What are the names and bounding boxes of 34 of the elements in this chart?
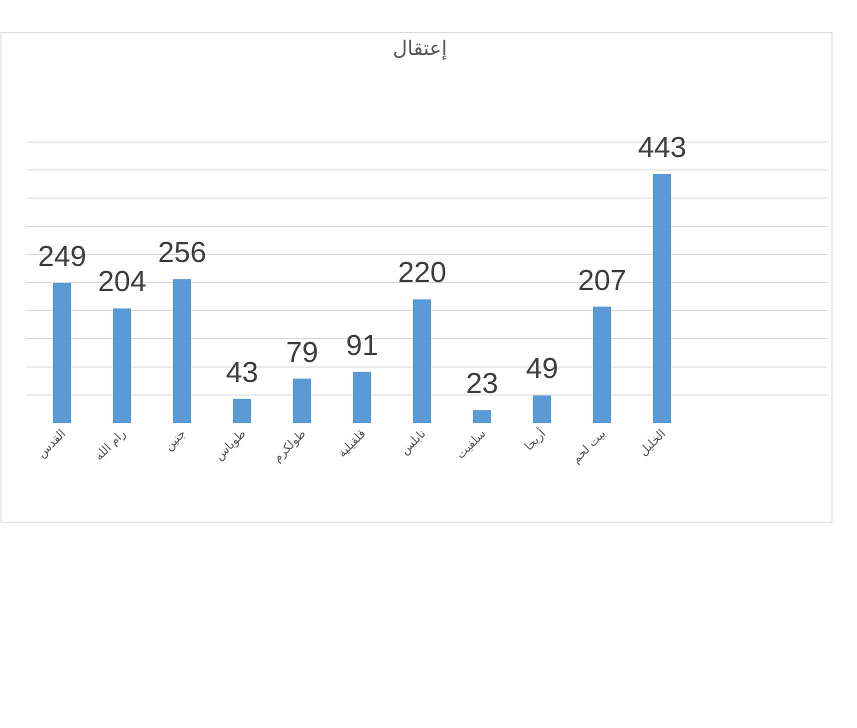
bar bbox=[233, 398, 251, 423]
data-label: 23 bbox=[466, 368, 498, 400]
bar bbox=[173, 279, 191, 423]
bar bbox=[293, 378, 311, 423]
data-label: 204 bbox=[98, 266, 146, 298]
x-tick-label: طولكرم bbox=[270, 426, 308, 465]
x-tick-label: نابلس bbox=[398, 426, 428, 458]
data-label: 79 bbox=[286, 337, 318, 369]
data-label: 49 bbox=[526, 353, 558, 385]
data-label: 249 bbox=[38, 241, 86, 273]
x-tick-label: طوباس bbox=[212, 426, 248, 463]
bar bbox=[533, 395, 551, 423]
x-tick-label: رام الله bbox=[92, 426, 128, 464]
data-label: 91 bbox=[346, 330, 378, 362]
bar bbox=[413, 299, 431, 423]
data-label: 220 bbox=[398, 257, 446, 289]
bar bbox=[593, 306, 611, 423]
bar bbox=[353, 372, 371, 423]
bar bbox=[653, 174, 671, 423]
x-tick-label: جنين bbox=[162, 426, 188, 454]
data-label: 256 bbox=[158, 237, 206, 269]
data-label: 207 bbox=[578, 265, 626, 297]
x-tick-label: الخليل bbox=[636, 426, 668, 459]
data-label: 443 bbox=[638, 132, 686, 164]
x-tick-label: بيت لحم bbox=[568, 426, 608, 466]
x-tick-label: أريحا bbox=[520, 426, 548, 454]
chart-title: إعتقال bbox=[392, 36, 448, 60]
x-tick-label: القدس bbox=[34, 426, 68, 460]
bar bbox=[113, 308, 131, 423]
x-tick-label: سلفيت bbox=[453, 426, 488, 462]
x-tick-label: قلقيلية bbox=[334, 426, 368, 460]
data-label: 43 bbox=[226, 357, 258, 389]
bar bbox=[53, 283, 71, 423]
bar bbox=[473, 410, 491, 423]
